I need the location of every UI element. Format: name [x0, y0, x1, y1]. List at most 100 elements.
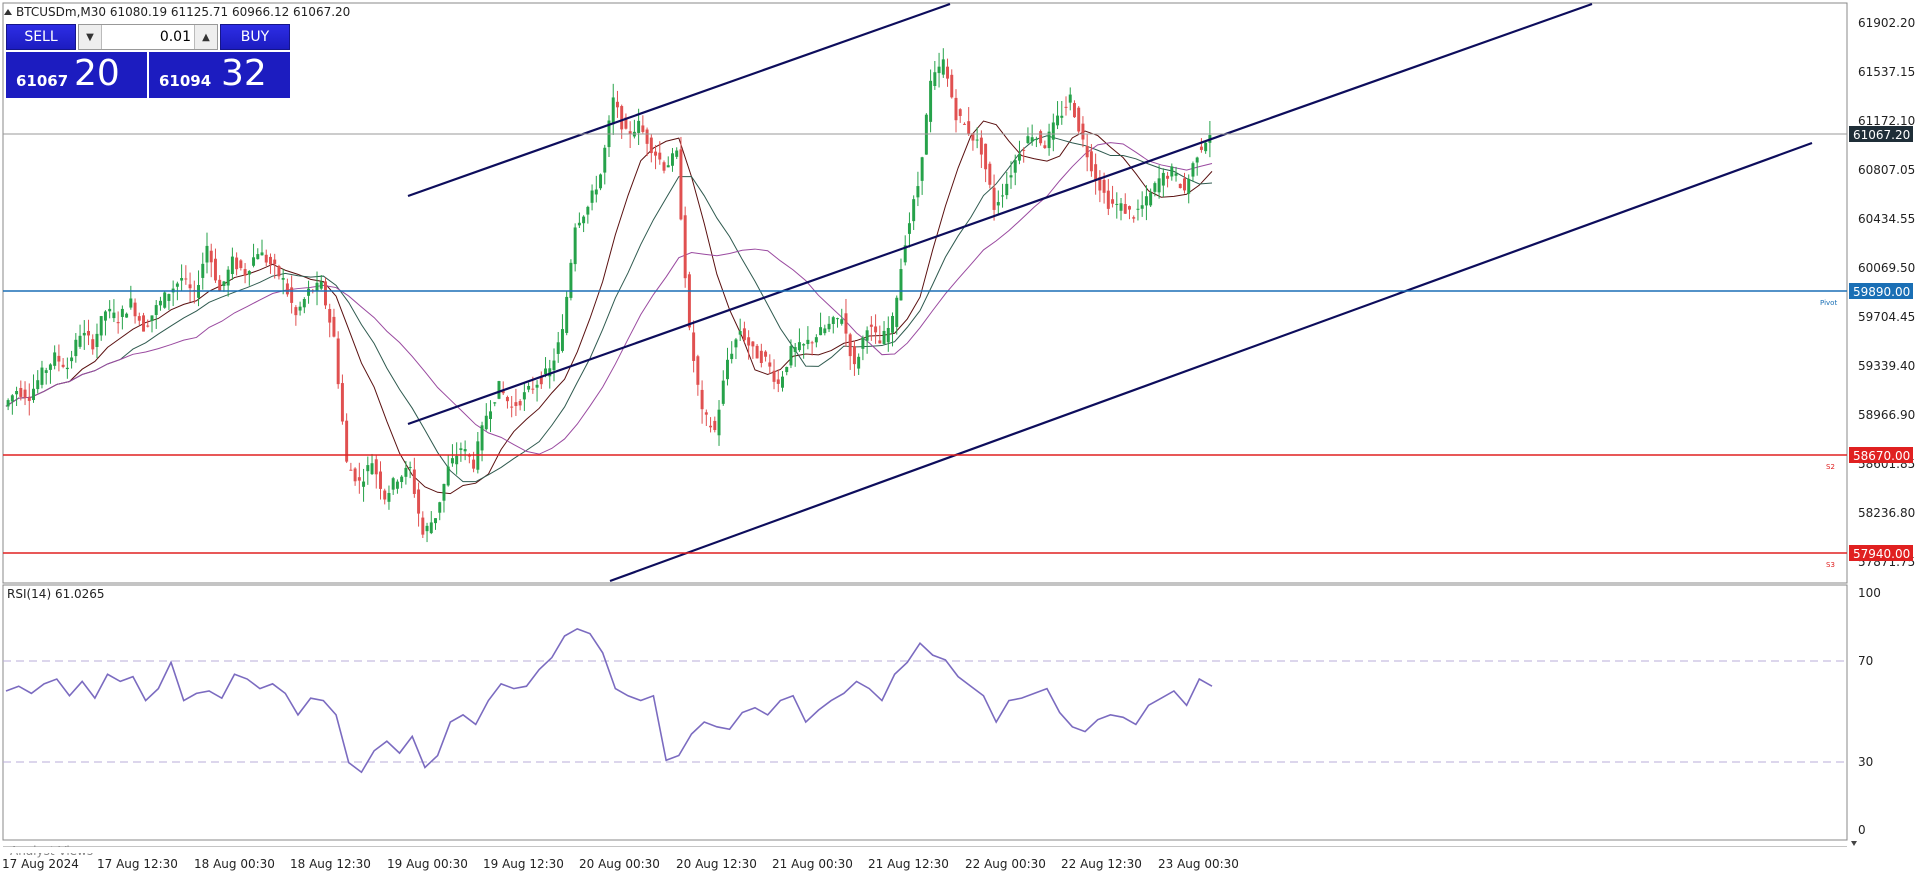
candle-body: [874, 326, 878, 333]
candle-body: [345, 420, 349, 462]
candle-body: [260, 252, 264, 256]
candle-body: [1013, 160, 1017, 173]
candle-body: [937, 66, 941, 74]
channel-lower-line[interactable]: [609, 141, 1813, 583]
candle-body: [184, 278, 188, 280]
candle-body: [848, 334, 852, 357]
candle-body: [1140, 205, 1144, 209]
candle-body: [962, 123, 966, 125]
s2-tag-label: S2: [1826, 463, 1835, 471]
candle-body: [324, 281, 327, 306]
candle-body: [1009, 175, 1013, 178]
lot-decrease-icon[interactable]: ▼: [79, 25, 102, 49]
channel-middle-line[interactable]: [407, 2, 1593, 426]
candle-body: [670, 153, 674, 166]
candle-body: [273, 259, 277, 265]
candle-body: [544, 368, 548, 375]
candle-body: [747, 337, 751, 346]
candle-body: [15, 391, 19, 395]
candle-body: [1170, 166, 1174, 177]
candle-body: [484, 415, 488, 430]
candle-body: [781, 376, 784, 388]
candle-body: [412, 469, 416, 494]
candle-body: [891, 315, 894, 333]
candle-body: [1039, 131, 1043, 144]
candle-body: [150, 315, 154, 322]
candle-body: [108, 308, 112, 312]
candle-body: [298, 306, 302, 311]
candle-body: [954, 97, 958, 121]
candle-body: [1081, 123, 1085, 140]
candle-body: [218, 279, 222, 292]
candle-body: [751, 341, 755, 347]
candle-body: [522, 392, 526, 400]
candle-body: [814, 337, 818, 343]
candle-body: [971, 133, 975, 141]
candle-body: [759, 350, 763, 363]
candle-body: [552, 360, 556, 371]
candle-body: [99, 316, 103, 336]
sell-button[interactable]: SELL: [6, 24, 76, 50]
candle-body: [383, 490, 387, 500]
candle-body: [594, 189, 598, 195]
candle-body: [692, 332, 696, 361]
candle-body: [340, 383, 344, 422]
candle-body: [44, 370, 48, 373]
candle-body: [1094, 164, 1098, 181]
candle-body: [531, 388, 535, 390]
buy-button[interactable]: BUY: [220, 24, 290, 50]
candle-body: [797, 342, 801, 351]
candle-body: [400, 476, 404, 483]
candle-body: [302, 298, 306, 308]
candle-body: [294, 307, 298, 316]
candle-body: [996, 202, 1000, 206]
candle-body: [222, 281, 226, 286]
candle-body: [425, 525, 429, 532]
candle-body: [10, 395, 14, 402]
candle-body: [349, 469, 353, 471]
candle-body: [256, 254, 260, 260]
time-label: 21 Aug 00:30: [772, 857, 853, 871]
candle-body: [252, 257, 256, 266]
candle-body: [175, 283, 179, 287]
candle-body: [709, 425, 713, 428]
candle-body: [395, 481, 399, 489]
candle-body: [662, 162, 666, 171]
candle-body: [163, 292, 167, 308]
candle-body: [205, 245, 209, 263]
ask-quote[interactable]: 61094 32: [149, 52, 290, 98]
candle-body: [738, 331, 742, 335]
price-tick: 60807.05: [1858, 163, 1915, 177]
ma-slow-line: [5, 142, 1213, 455]
time-label: 22 Aug 12:30: [1061, 857, 1142, 871]
lot-increase-icon[interactable]: ▲: [194, 25, 217, 49]
candle-body: [666, 165, 670, 168]
candle-body: [1123, 204, 1127, 214]
candle-body: [1195, 157, 1199, 163]
candle-body: [1001, 195, 1005, 197]
candle-body: [1056, 115, 1060, 126]
candle-body: [167, 294, 171, 301]
candle-body: [628, 131, 632, 135]
candle-body: [70, 357, 74, 362]
candle-body: [65, 367, 69, 370]
candle-body: [836, 318, 839, 320]
candle-body: [489, 411, 492, 419]
candle-body: [446, 466, 450, 486]
candle-body: [188, 284, 192, 289]
rsi-line: [5, 627, 1213, 774]
channel-upper-line[interactable]: [407, 2, 951, 198]
candle-body: [315, 282, 319, 292]
lot-size-value[interactable]: 0.01: [159, 29, 191, 45]
bid-quote[interactable]: 61067 20: [6, 52, 147, 98]
candle-body: [958, 109, 962, 116]
candle-body: [78, 335, 82, 347]
candle-body: [696, 356, 700, 385]
candle-body: [1030, 137, 1034, 142]
candle-body: [806, 339, 810, 345]
lot-size-field[interactable]: ▼ 0.01 ▲: [78, 24, 218, 50]
candle-body: [290, 287, 294, 303]
candle-body: [264, 254, 268, 263]
